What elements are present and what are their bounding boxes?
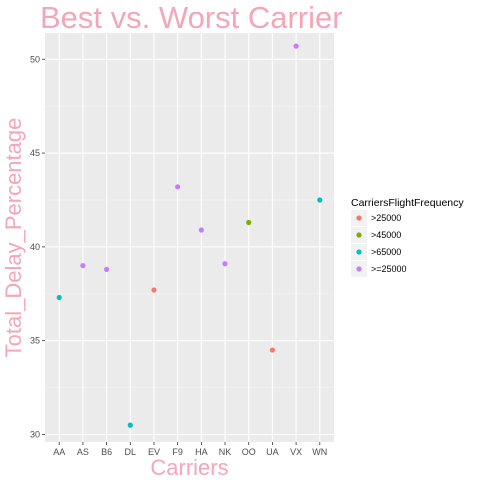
x-tick-label: WN [312, 447, 327, 457]
gridlines [45, 33, 334, 442]
legend-label: >25000 [371, 213, 401, 223]
y-axis: 30 35 40 45 50 [30, 54, 45, 439]
y-tick-label: 40 [30, 242, 40, 252]
x-tick-label: AA [53, 447, 65, 457]
x-tick-label: OO [242, 447, 256, 457]
chart-title: Best vs. Worst Carrier [40, 0, 343, 35]
data-point [175, 184, 181, 190]
legend-label: >65000 [371, 247, 401, 257]
x-tick-label: F9 [172, 447, 183, 457]
legend-marker [356, 266, 362, 272]
x-tick-label: HA [195, 447, 208, 457]
data-point [222, 261, 228, 267]
x-tick-label: DL [125, 447, 137, 457]
legend-label: >45000 [371, 230, 401, 240]
x-tick-label: B6 [101, 447, 112, 457]
data-points [56, 43, 323, 428]
data-point [151, 287, 157, 293]
legend-title: CarriersFlightFrequency [351, 197, 464, 209]
legend-marker [356, 232, 362, 238]
x-tick-label: AS [77, 447, 89, 457]
legend: CarriersFlightFrequency >25000 >45000 >650… [351, 197, 464, 277]
y-axis-title: Total_Delay_Percentage [1, 118, 26, 358]
x-tick-label: NK [219, 447, 232, 457]
data-point [246, 219, 252, 226]
data-point [127, 422, 133, 428]
data-point [317, 197, 323, 203]
data-point [103, 266, 110, 272]
y-tick-label: 50 [30, 54, 40, 64]
x-tick-label: VX [290, 447, 302, 457]
data-point [80, 263, 86, 269]
legend-marker [356, 215, 362, 221]
y-tick-label: 45 [30, 148, 40, 158]
data-point [269, 347, 276, 353]
x-axis-title: Carriers [150, 455, 228, 480]
data-point [293, 43, 299, 49]
x-tick-label: UA [266, 447, 279, 457]
y-tick-label: 35 [30, 336, 40, 346]
data-point [56, 294, 62, 301]
plot-panel [45, 33, 334, 442]
legend-marker [356, 249, 362, 255]
data-point [198, 227, 204, 233]
x-axis: AA AS B6 DL EV F9 HA NK OO UA VX WN [53, 442, 327, 457]
y-tick-label: 30 [30, 429, 40, 439]
x-tick-label: EV [148, 447, 160, 457]
legend-label: >=25000 [371, 264, 407, 274]
